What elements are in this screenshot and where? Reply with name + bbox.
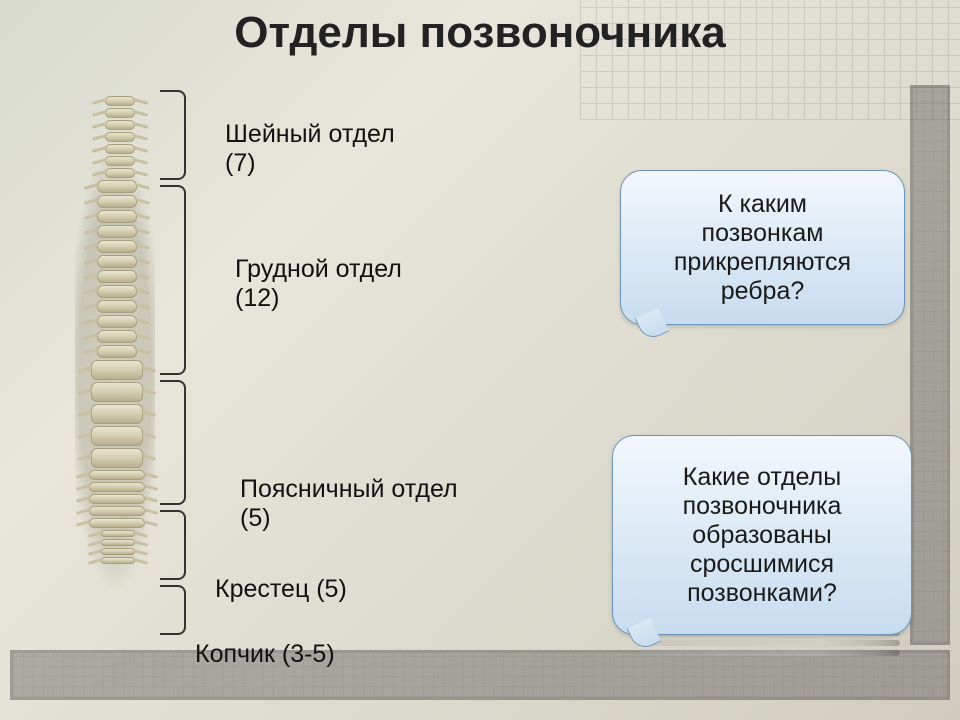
page-title: Отделы позвоночника <box>0 8 960 58</box>
vertebra <box>89 470 145 480</box>
label-sacrum: Крестец (5) <box>215 575 347 604</box>
vertebra <box>97 330 137 343</box>
bracket-cervical <box>160 90 186 180</box>
vertebra <box>105 120 135 130</box>
vertebra <box>97 270 137 283</box>
vertebra <box>91 426 143 446</box>
vertebra <box>97 285 137 298</box>
vertebra <box>97 300 137 313</box>
vertebra <box>89 518 145 528</box>
vertebra <box>91 382 143 402</box>
callout-question-2: Какие отделы позвоночника образованы сро… <box>612 435 912 635</box>
vertebra <box>97 210 137 223</box>
vertebra <box>89 494 145 504</box>
bracket-lumbar <box>160 380 186 505</box>
vertebra <box>89 482 145 492</box>
vertebra <box>97 195 137 208</box>
label-cervical: Шейный отдел (7) <box>225 120 395 178</box>
vertebra <box>105 168 135 178</box>
vertebra <box>97 240 137 253</box>
vertebrae-stack <box>91 96 139 566</box>
vertebra <box>97 225 137 238</box>
decor-frame-right <box>910 85 950 645</box>
label-lumbar: Поясничный отдел (5) <box>240 475 458 533</box>
vertebra <box>101 539 135 546</box>
bracket-sacrum <box>160 510 186 580</box>
vertebra <box>101 557 135 564</box>
vertebra <box>97 345 137 358</box>
bracket-thoracic <box>160 185 186 375</box>
vertebra <box>91 404 143 424</box>
vertebra <box>105 156 135 166</box>
vertebra <box>105 132 135 142</box>
vertebra <box>97 315 137 328</box>
vertebra <box>97 180 137 193</box>
vertebra <box>91 360 143 380</box>
vertebra <box>101 530 135 537</box>
callout-question-2-text: Какие отделы позвоночника образованы сро… <box>683 463 842 608</box>
label-coccyx: Копчик (3-5) <box>195 640 335 669</box>
callout-question-1: К каким позвонкам прикрепляются ребра? <box>620 170 905 325</box>
vertebra <box>101 548 135 555</box>
callout-question-1-text: К каким позвонкам прикрепляются ребра? <box>674 190 851 306</box>
bracket-coccyx <box>160 585 186 635</box>
vertebra <box>105 144 135 154</box>
vertebra <box>105 108 135 118</box>
slide: Отделы позвоночника Шейный отдел (7) Груд… <box>0 0 960 720</box>
vertebra <box>91 448 143 468</box>
vertebra <box>97 255 137 268</box>
label-thoracic: Грудной отдел (12) <box>235 255 402 313</box>
callout-tail-1 <box>635 308 670 343</box>
vertebra <box>89 506 145 516</box>
vertebra <box>105 96 135 106</box>
spine-illustration <box>55 88 175 668</box>
